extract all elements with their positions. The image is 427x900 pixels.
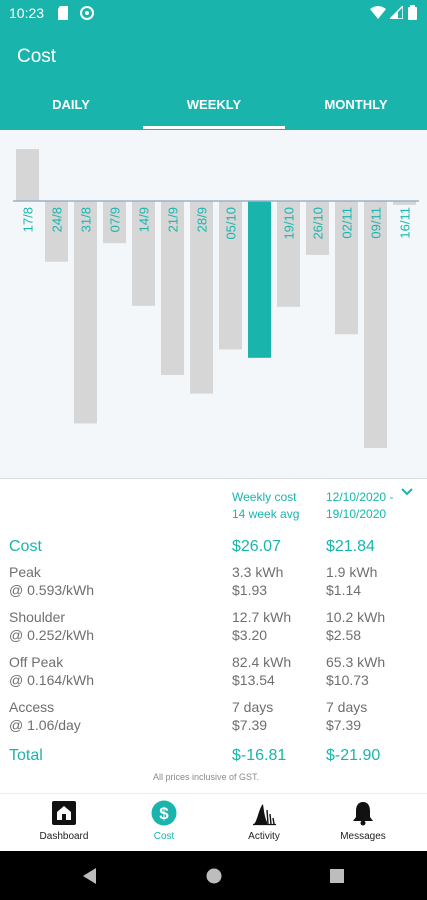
system-nav-bar	[0, 851, 427, 900]
chart-tick-label: 14/9	[137, 207, 152, 232]
row-shoulder-avg-cost: $3.20	[232, 627, 268, 643]
chart-bar[interactable]	[132, 201, 155, 306]
row-access-week-cost: $7.39	[326, 717, 362, 733]
back-icon[interactable]	[83, 868, 97, 884]
chart-bar[interactable]	[161, 201, 184, 375]
wifi-icon	[370, 6, 386, 19]
sd-card-icon	[58, 6, 68, 20]
row-shoulder-avg-kwh: 12.7 kWh	[232, 609, 292, 625]
tab-indicator	[143, 126, 285, 129]
row-cost-week: $21.84	[326, 538, 375, 555]
row-offpeak-label: Off Peak	[9, 654, 64, 670]
chart-svg: 17/8 24/8 31/8 07/9 14/9 21/9 28/9 05/10 19/10 26…	[13, 149, 419, 448]
row-access-avg-days: 7 days	[232, 699, 274, 715]
svg-text:$: $	[159, 804, 169, 823]
row-peak-rate: @ 0.593/kWh	[9, 582, 95, 598]
row-shoulder-week-cost: $2.58	[326, 627, 362, 643]
activity-icon	[253, 804, 276, 826]
row-total-week: $-21.90	[326, 747, 381, 764]
row-cost-label: Cost	[9, 538, 42, 555]
chart-bar[interactable]	[103, 201, 126, 244]
signal-icon	[390, 6, 403, 19]
chart-tick-label: 28/9	[195, 207, 210, 232]
chart-tick-label: 31/8	[79, 207, 94, 232]
nav-dashboard[interactable]: Dashboard	[14, 794, 114, 852]
chart-tick-label: 02/11	[340, 207, 355, 239]
nav-activity-label: Activity	[248, 831, 280, 842]
tab-weekly[interactable]: WEEKLY	[186, 97, 242, 112]
row-shoulder-week-kwh: 10.2 kWh	[326, 609, 386, 625]
tab-bar: DAILY WEEKLY MONTHLY	[0, 86, 427, 130]
battery-icon	[408, 5, 417, 20]
col1-header-line1: Weekly cost	[232, 490, 297, 504]
row-access-avg-cost: $7.39	[232, 717, 268, 733]
col2-header-line2[interactable]: 19/10/2020	[326, 507, 387, 521]
gst-footnote: All prices inclusive of GST.	[153, 772, 260, 782]
page-title: Cost	[17, 46, 57, 67]
chart-tick-label: 05/10	[224, 207, 239, 240]
chart-tick-label: 17/8	[21, 207, 36, 232]
nav-cost[interactable]: $ Cost	[114, 794, 214, 852]
chart-tick-label: 07/9	[108, 207, 123, 232]
row-total-label: Total	[9, 747, 43, 764]
row-peak-avg-cost: $1.93	[232, 582, 268, 598]
chart-tick-label: 26/10	[311, 207, 326, 240]
row-cost-avg: $26.07	[232, 538, 281, 555]
chart-tick-label: 21/9	[166, 207, 181, 232]
nav-cost-label: Cost	[153, 831, 175, 842]
bottom-nav: Dashboard $ Cost Activity Messages	[0, 793, 427, 851]
row-peak-week-kwh: 1.9 kWh	[326, 564, 378, 580]
chevron-down-icon[interactable]	[401, 488, 413, 496]
status-bar: 10:23	[0, 0, 427, 26]
bell-icon	[353, 802, 373, 826]
tab-daily[interactable]: DAILY	[52, 97, 90, 112]
tab-monthly[interactable]: MONTHLY	[324, 97, 388, 112]
row-peak-label: Peak	[9, 564, 41, 580]
row-offpeak-week-kwh: 65.3 kWh	[326, 654, 386, 670]
row-shoulder-rate: @ 0.252/kWh	[9, 627, 95, 643]
chart-bar[interactable]	[277, 201, 300, 307]
row-peak-avg-kwh: 3.3 kWh	[232, 564, 284, 580]
chart-bar[interactable]	[74, 201, 97, 424]
row-offpeak-week-cost: $10.73	[326, 672, 369, 688]
status-time: 10:23	[9, 5, 45, 21]
dollar-icon: $	[151, 800, 177, 826]
nav-activity[interactable]: Activity	[214, 794, 314, 852]
row-offpeak-avg-kwh: 82.4 kWh	[232, 654, 292, 670]
row-shoulder-label: Shoulder	[9, 609, 66, 625]
home-button-icon[interactable]	[206, 868, 222, 884]
row-offpeak-rate: @ 0.164/kWh	[9, 672, 95, 688]
divider	[0, 478, 427, 479]
chart-bar[interactable]	[219, 201, 242, 350]
sync-icon	[80, 6, 94, 20]
chart-bar[interactable]	[306, 201, 329, 255]
nav-dashboard-label: Dashboard	[39, 831, 89, 842]
chart-bar[interactable]	[16, 149, 39, 201]
chart-tick-label: 09/11	[369, 207, 384, 239]
row-access-label: Access	[9, 699, 55, 715]
app-bar: Cost DAILY WEEKLY MONTHLY	[0, 26, 427, 130]
weekly-cost-chart: 17/8 24/8 31/8 07/9 14/9 21/9 28/9 05/10 19/10 26…	[0, 130, 427, 478]
recents-icon[interactable]	[330, 869, 344, 883]
row-total-avg: $-16.81	[232, 747, 287, 764]
row-offpeak-avg-cost: $13.54	[232, 672, 275, 688]
chart-bar[interactable]	[393, 201, 416, 205]
row-access-week-days: 7 days	[326, 699, 368, 715]
chart-bar[interactable]	[335, 201, 358, 335]
row-access-rate: @ 1.06/day	[9, 717, 81, 733]
chart-tick-label: 16/11	[398, 207, 413, 239]
chart-bar[interactable]	[190, 201, 213, 394]
chart-tick-label: 24/8	[50, 207, 65, 232]
nav-messages[interactable]: Messages	[313, 794, 413, 852]
chart-tick-label: 19/10	[282, 207, 297, 240]
col1-header-line2: 14 week avg	[232, 507, 300, 521]
chart-bar[interactable]	[248, 201, 271, 358]
col2-header-line1[interactable]: 12/10/2020 -	[326, 490, 394, 504]
home-icon	[52, 801, 76, 825]
nav-messages-label: Messages	[340, 831, 386, 842]
row-peak-week-cost: $1.14	[326, 582, 362, 598]
chart-bar[interactable]	[45, 201, 68, 262]
chart-bar[interactable]	[364, 201, 387, 448]
